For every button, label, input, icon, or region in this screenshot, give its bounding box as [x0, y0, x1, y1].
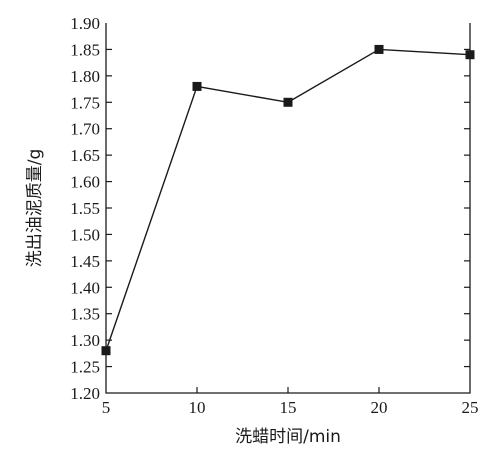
data-point: [374, 44, 384, 54]
data-point: [101, 346, 111, 356]
x-tick-label: 5: [102, 398, 111, 417]
x-tick-label: 25: [462, 398, 479, 417]
data-point: [192, 81, 202, 91]
y-tick-label: 1.50: [70, 225, 100, 244]
y-axis-title: 洗出油泥质量/g: [25, 149, 45, 268]
series-line: [105, 48, 471, 351]
y-tick-label: 1.90: [70, 14, 100, 33]
y-tick-label: 1.75: [70, 93, 100, 112]
x-tick-label: 20: [371, 398, 388, 417]
plot-frame: [105, 23, 471, 394]
y-tick-label: 1.30: [70, 331, 100, 350]
series-layer: [101, 44, 475, 356]
y-tick-label: 1.35: [70, 305, 100, 324]
y-tick-label: 1.85: [70, 40, 100, 59]
y-tick-label: 1.55: [70, 199, 100, 218]
data-point: [465, 50, 475, 60]
y-tick-label: 1.25: [70, 358, 100, 377]
data-point: [283, 97, 293, 107]
y-tick-label: 1.20: [70, 384, 100, 403]
y-tick-label: 1.65: [70, 146, 100, 165]
x-tick-label: 10: [189, 398, 206, 417]
y-axis-ticks: 1.20 1.25 1.30 1.35 1.40 1.45 1.50 1.55 1.60 1.65…: [70, 14, 470, 403]
x-axis-title: 洗蜡时间/min: [235, 427, 341, 447]
x-tick-label: 15: [280, 398, 297, 417]
y-tick-label: 1.40: [70, 278, 100, 297]
y-tick-label: 1.80: [70, 67, 100, 86]
y-tick-label: 1.70: [70, 120, 100, 139]
y-tick-label: 1.60: [70, 173, 100, 192]
x-axis-ticks: 5 10 15 20 25: [102, 387, 479, 417]
y-tick-label: 1.45: [70, 252, 100, 271]
